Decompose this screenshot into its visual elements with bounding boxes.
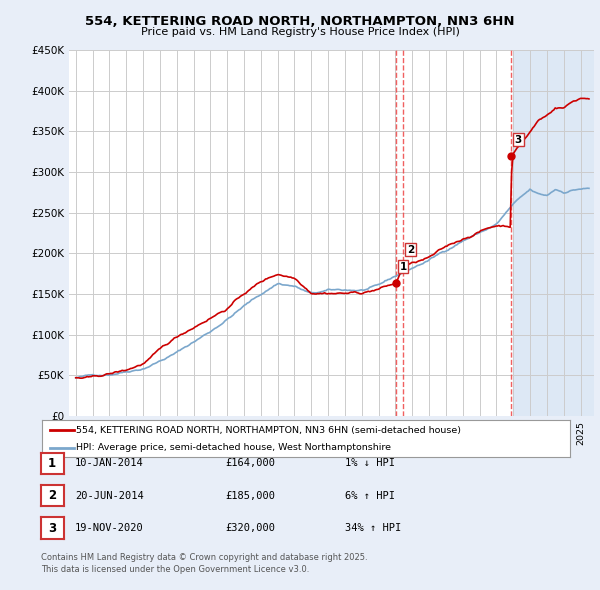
Point [391,278,401,287]
Text: This data is licensed under the Open Government Licence v3.0.: This data is licensed under the Open Gov… [41,565,309,574]
Text: 10-JAN-2014: 10-JAN-2014 [75,458,144,468]
Text: 20-JUN-2014: 20-JUN-2014 [75,491,144,500]
Text: 3: 3 [48,522,56,535]
Point [398,261,408,270]
Text: £185,000: £185,000 [225,491,275,500]
Point [506,151,516,160]
Text: 2: 2 [407,245,414,254]
Text: 554, KETTERING ROAD NORTH, NORTHAMPTON, NN3 6HN (semi-detached house): 554, KETTERING ROAD NORTH, NORTHAMPTON, … [76,425,461,435]
Text: 6% ↑ HPI: 6% ↑ HPI [345,491,395,500]
Text: £164,000: £164,000 [225,458,275,468]
Text: 1: 1 [48,457,56,470]
Text: HPI: Average price, semi-detached house, West Northamptonshire: HPI: Average price, semi-detached house,… [76,444,391,453]
Text: 3: 3 [515,135,522,145]
Text: Price paid vs. HM Land Registry's House Price Index (HPI): Price paid vs. HM Land Registry's House … [140,27,460,37]
Text: 2: 2 [48,489,56,502]
Bar [513,50,598,416]
Text: 1: 1 [400,261,407,271]
Text: 34% ↑ HPI: 34% ↑ HPI [345,523,401,533]
Text: 554, KETTERING ROAD NORTH, NORTHAMPTON, NN3 6HN: 554, KETTERING ROAD NORTH, NORTHAMPTON, … [85,15,515,28]
Text: £320,000: £320,000 [225,523,275,533]
Text: 19-NOV-2020: 19-NOV-2020 [75,523,144,533]
Text: 1% ↓ HPI: 1% ↓ HPI [345,458,395,468]
Text: Contains HM Land Registry data © Crown copyright and database right 2025.: Contains HM Land Registry data © Crown c… [41,553,367,562]
